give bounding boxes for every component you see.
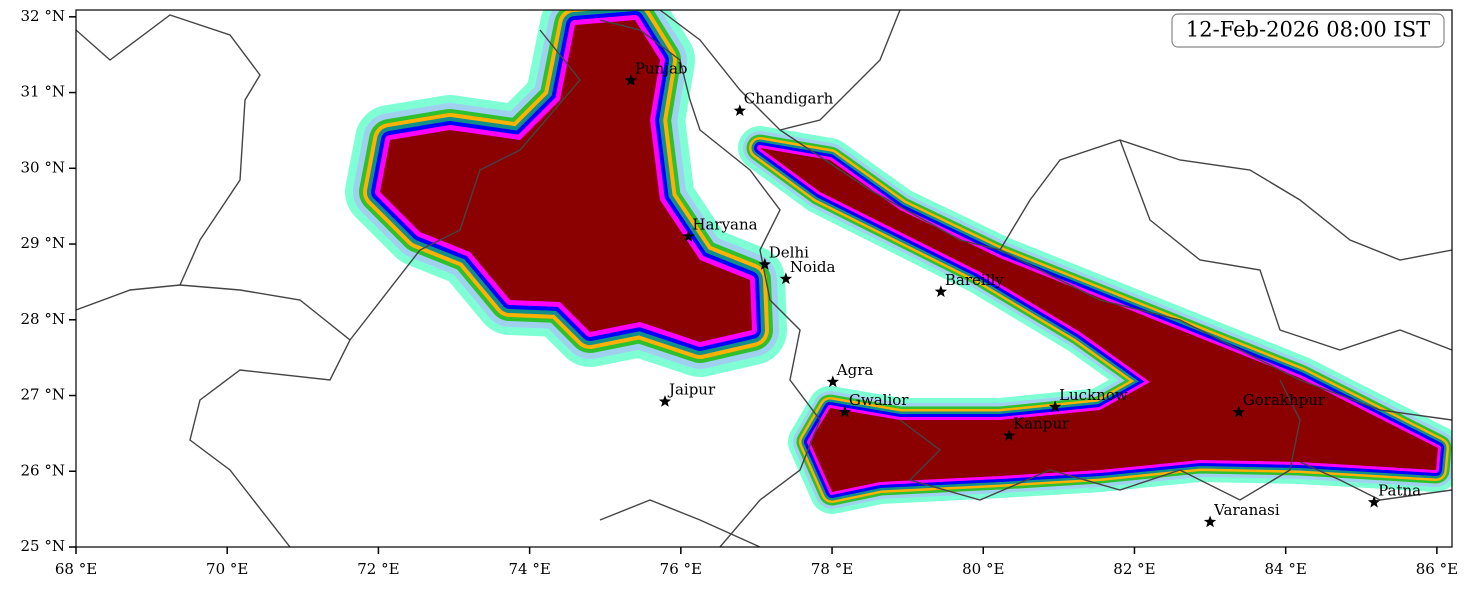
x-tick-label: 72 °E (357, 560, 399, 578)
city-label: Gwalior (849, 391, 909, 409)
city-label: Gorakhpur (1243, 391, 1326, 409)
x-tick-label: 76 °E (660, 560, 702, 578)
city-label: Chandigarh (744, 90, 834, 108)
city-marker (779, 272, 793, 285)
city-label: Haryana (692, 215, 757, 233)
x-tick-label: 86 °E (1416, 560, 1458, 578)
city-marker (1002, 429, 1016, 441)
city-marker (1232, 405, 1245, 418)
y-tick-label: 30 °N (21, 158, 65, 176)
city-label: Noida (790, 258, 836, 276)
city-label: Patna (1378, 481, 1421, 499)
city-marker (1048, 400, 1062, 413)
x-tick-label: 68 °E (55, 560, 97, 578)
x-tick-label: 84 °E (1265, 560, 1307, 578)
city-marker (682, 230, 695, 242)
map-frame (75, 9, 1453, 548)
title: 12-Feb-2026 08:00 IST (1186, 18, 1430, 42)
title-box (1171, 13, 1445, 48)
x-tick-label: 74 °E (508, 560, 550, 578)
city-marker (826, 375, 839, 388)
precipitation-field (76, 10, 1452, 547)
y-tick-label: 26 °N (21, 461, 65, 479)
city-marker (1367, 495, 1381, 508)
city-marker (624, 73, 638, 86)
city-label: Punjab (635, 59, 688, 77)
y-tick-label: 27 °N (21, 386, 65, 404)
x-tick-label: 82 °E (1113, 560, 1155, 578)
rain-bands-east (760, 148, 1438, 492)
city-marker (733, 104, 746, 116)
y-tick-label: 29 °N (21, 234, 65, 252)
city-label: Agra (836, 361, 874, 379)
x-tick-label: 80 °E (962, 560, 1004, 578)
y-tick-label: 32 °N (21, 7, 65, 25)
city-label: Jaipur (667, 381, 716, 399)
city-marker (758, 258, 771, 270)
city-label: Bareilly (945, 271, 1004, 289)
rain-bands-west (380, 20, 752, 342)
city-marker (838, 405, 852, 418)
city-marker (934, 285, 948, 297)
city-label: Varanasi (1213, 501, 1280, 519)
y-tick-label: 31 °N (21, 83, 65, 101)
city-marker (658, 395, 672, 407)
city-label: Kanpur (1013, 415, 1070, 433)
y-tick-label: 28 °N (21, 310, 65, 328)
city-marker (1203, 515, 1217, 528)
x-tick-label: 78 °E (811, 560, 853, 578)
city-label: Delhi (769, 243, 809, 261)
y-tick-label: 25 °N (21, 537, 65, 555)
city-label: Lucknow (1059, 386, 1128, 404)
admin-borders (76, 10, 1452, 547)
x-tick-label: 70 °E (206, 560, 248, 578)
